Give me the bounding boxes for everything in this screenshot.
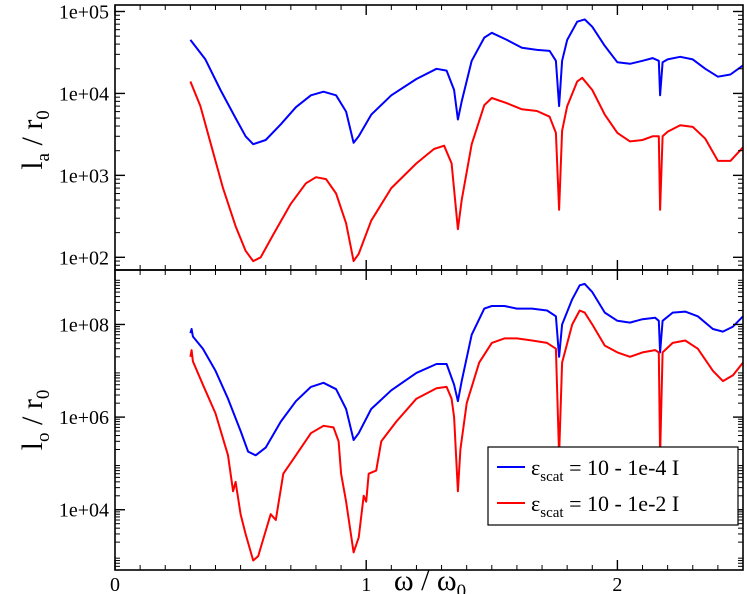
bottom-y-tick-label: 1e+04 (59, 500, 109, 522)
x-axis-label: ω / ω0 (394, 564, 466, 594)
top-y-tick-label: 1e+05 (59, 1, 109, 23)
top-y-tick-label: 1e+02 (59, 247, 109, 269)
legend-entry-red: εscat = 10 - 1e-2 I (497, 491, 679, 521)
top-y-axis-label: la / r0 (16, 110, 54, 170)
legend-box (487, 446, 739, 526)
top-series-group (189, 18, 744, 263)
bottom-series-blue (189, 282, 744, 457)
legend-label-red: εscat = 10 - 1e-2 I (531, 491, 679, 521)
x-tick-label: 2 (612, 574, 622, 594)
top-y-tick-label: 1e+03 (59, 165, 109, 187)
bottom-y-tick-label: 1e+08 (59, 314, 109, 336)
top-y-tick-label: 1e+04 (59, 83, 109, 105)
svg-text:la / r0: la / r0 (16, 110, 54, 170)
bottom-panel: 1e+04 1e+06 1e+08 0 1 2 lo / r0 ω / ω0 (16, 269, 744, 594)
bottom-plot-frame (114, 269, 744, 571)
bottom-series-group (189, 282, 744, 562)
bottom-ticks-group: 1e+04 1e+06 1e+08 0 1 2 (59, 270, 744, 594)
bottom-y-tick-label: 1e+06 (59, 407, 109, 429)
bottom-series-red (189, 309, 744, 562)
legend-entry-blue: εscat = 10 - 1e-4 I (497, 455, 679, 485)
x-tick-label: 0 (110, 574, 120, 594)
top-series-blue (189, 18, 744, 146)
legend: εscat = 10 - 1e-4 I εscat = 10 - 1e-2 I (487, 446, 739, 526)
top-series-red (189, 76, 744, 263)
bottom-y-axis-label: lo / r0 (16, 390, 54, 451)
x-tick-label: 1 (361, 574, 371, 594)
legend-label-blue: εscat = 10 - 1e-4 I (531, 455, 679, 485)
svg-text:lo / r0: lo / r0 (16, 390, 54, 451)
